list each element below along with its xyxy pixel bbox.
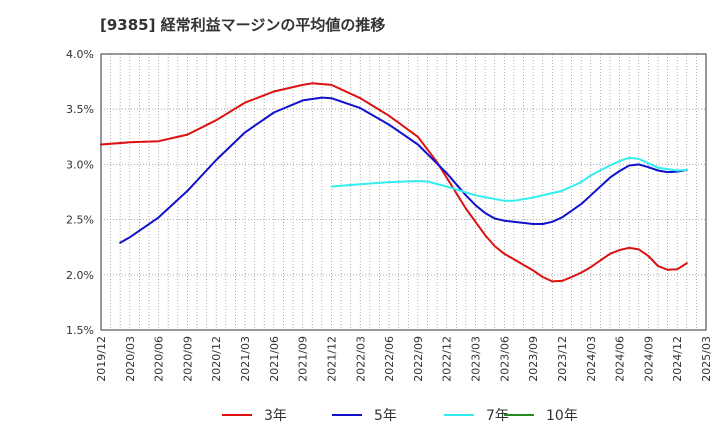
series-line-7年 [330,156,688,202]
y-tick-label: 4.0% [66,48,94,61]
x-tick-label: 2024/03 [585,336,598,382]
x-tick-label: 2020/12 [210,336,223,382]
x-tick-label: 2023/03 [470,336,483,382]
x-tick-label: 2022/06 [383,336,396,382]
series-line-3年 [100,82,688,283]
x-tick-label: 2019/12 [95,336,108,382]
x-tick-label: 2022/09 [412,336,425,382]
legend-label-10年: 10年 [546,408,578,424]
x-tick-label: 2024/12 [671,336,684,382]
legend: 3年 5年 7年 10年 [222,408,578,424]
x-tick-label: 2023/09 [527,336,540,382]
grid [101,54,706,330]
y-axis: 1.5% 2.0% 2.5% 3.0% 3.5% 4.0% [66,48,94,337]
chart-title: [9385] 経常利益マージンの平均値の推移 [100,16,385,34]
series-group [100,82,688,283]
x-axis: 2019/12 2020/03 2020/06 2020/09 2020/12 2021/… [95,336,713,382]
x-tick-label: 2023/06 [498,336,511,382]
y-tick-label: 1.5% [66,324,94,337]
x-tick-label: 2021/03 [239,336,252,382]
legend-label-7年: 7年 [486,408,509,424]
x-tick-label: 2021/06 [268,336,281,382]
y-tick-label: 2.0% [66,269,94,282]
legend-label-3年: 3年 [264,408,287,424]
x-tick-label: 2020/06 [153,336,166,382]
plot-frame [100,53,707,331]
x-tick-label: 2025/03 [700,336,713,382]
x-tick-label: 2023/12 [556,336,569,382]
x-tick-label: 2020/09 [181,336,194,382]
x-tick-label: 2022/03 [354,336,367,382]
y-tick-label: 3.5% [66,103,94,116]
x-tick-label: 2024/09 [642,336,655,382]
x-tick-label: 2021/12 [325,336,338,382]
x-tick-label: 2021/09 [297,336,310,382]
legend-label-5年: 5年 [374,408,397,424]
x-tick-label: 2022/12 [441,336,454,382]
x-tick-label: 2020/03 [124,336,137,382]
series-line-5年 [119,96,688,244]
y-tick-label: 3.0% [66,158,94,171]
x-tick-label: 2024/06 [614,336,627,382]
y-tick-label: 2.5% [66,214,94,227]
